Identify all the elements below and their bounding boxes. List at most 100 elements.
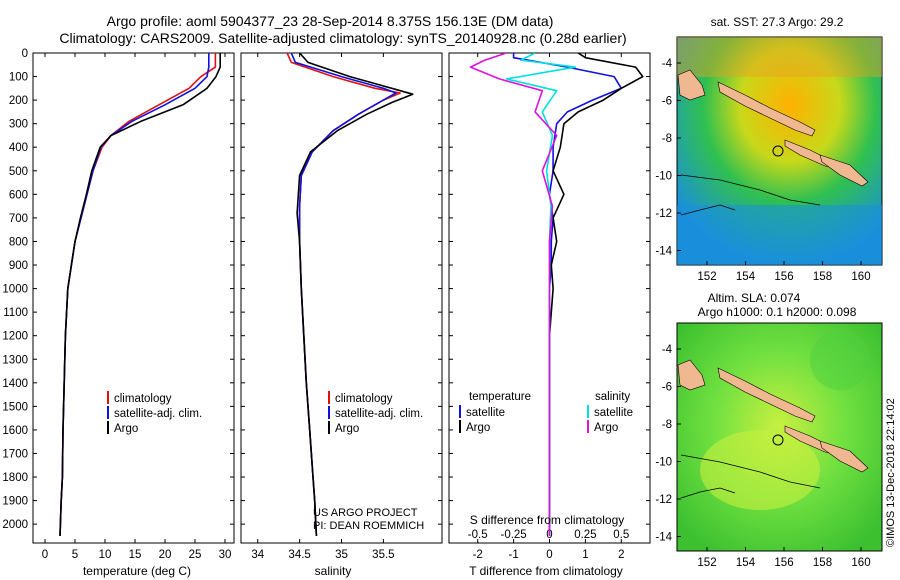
legend-satellite: satellite-adj. clim. bbox=[335, 408, 423, 420]
legend-s-argo-swatch bbox=[587, 420, 589, 433]
sst-land-island bbox=[819, 154, 869, 187]
x-tick-label: 35.5 bbox=[372, 549, 394, 561]
x-tick-label: 30 bbox=[219, 549, 232, 561]
legend-climatology: climatology bbox=[335, 393, 393, 405]
series-line-salinity-satellite bbox=[505, 53, 577, 536]
lon-tick-label: 154 bbox=[736, 557, 756, 569]
sst-cool-band bbox=[677, 205, 882, 265]
sst-argo-location-marker bbox=[772, 145, 784, 157]
salinity-axis-label: salinity bbox=[315, 564, 352, 578]
depth-tick-label: 1300 bbox=[2, 354, 28, 366]
difference-legend: temperature satellite Argo salinity sate… bbox=[459, 391, 633, 434]
lon-tick-label: 160 bbox=[851, 557, 870, 569]
lat-tick-label: -12 bbox=[655, 494, 672, 506]
depth-tick-label: 1700 bbox=[2, 448, 28, 460]
lat-tick-label: -8 bbox=[662, 419, 672, 431]
sla-argo-location-marker bbox=[772, 434, 784, 446]
series-line-climatology bbox=[59, 53, 217, 536]
figure-title-line2: Climatology: CARS2009. Satellite-adjuste… bbox=[59, 30, 626, 46]
depth-tick-label: 1500 bbox=[2, 401, 28, 413]
depth-axis: 0 100 200 300 400 500 600 700 800 900 1000 1100 1200… bbox=[2, 48, 650, 531]
depth-tick-label: 500 bbox=[9, 166, 28, 178]
depth-tick-label: 800 bbox=[9, 236, 28, 248]
series-line-climatology bbox=[286, 53, 401, 536]
figure-title-line1: Argo profile: aoml 5904377_23 28-Sep-201… bbox=[107, 13, 554, 29]
project-credit-line1: US ARGO PROJECT bbox=[313, 507, 418, 519]
depth-tick-label: 1100 bbox=[3, 307, 28, 319]
x-tick-label: 20 bbox=[159, 549, 172, 561]
legend-satellite-swatch bbox=[107, 406, 109, 419]
legend-t-argo: Argo bbox=[466, 422, 490, 434]
temperature-legend: climatology satellite-adj. clim. Argo bbox=[107, 391, 202, 435]
lon-tick-label: 160 bbox=[851, 271, 870, 283]
depth-tick-label: 600 bbox=[9, 189, 28, 201]
depth-tick-label: 400 bbox=[9, 142, 28, 154]
sla-land-island bbox=[677, 359, 706, 391]
series-line-temperature-satellite bbox=[512, 53, 623, 536]
depth-tick-label: 1200 bbox=[2, 331, 28, 343]
sla-map-title-line1: Altim. SLA: 0.074 bbox=[708, 291, 801, 305]
lat-tick-label: -14 bbox=[655, 246, 672, 258]
s-diff-tick-label: -0.5 bbox=[468, 529, 488, 541]
lat-tick-label: -8 bbox=[662, 133, 672, 145]
lat-tick-label: -12 bbox=[655, 208, 672, 220]
salinity-panel bbox=[240, 52, 443, 544]
lon-tick-label: 158 bbox=[813, 557, 832, 569]
sst-map-axes: 152 154 156 158 160 -4 -6 -8 -10 -12 -14 bbox=[655, 58, 870, 283]
sla-land-island bbox=[717, 367, 816, 423]
series-line-satellite-adj-clim- bbox=[59, 53, 210, 536]
legend-t-argo-swatch bbox=[459, 420, 461, 433]
depth-tick-label: 200 bbox=[9, 95, 28, 107]
sst-land-island bbox=[677, 69, 706, 101]
series-line-argo bbox=[296, 53, 414, 536]
legend-climatology: climatology bbox=[114, 393, 172, 405]
legend-climatology-swatch bbox=[328, 391, 330, 404]
imos-stamp: ©IMOS 13-Dec-2018 22:14:02 bbox=[885, 398, 897, 547]
sst-reef-contour bbox=[680, 204, 736, 216]
depth-tick-label: 700 bbox=[9, 213, 28, 225]
lat-tick-label: -10 bbox=[655, 171, 672, 183]
s-diff-tick-label: 0.25 bbox=[574, 529, 596, 541]
x-tick-label: 34.5 bbox=[288, 549, 310, 561]
t-difference-axis-label: T difference from climatology bbox=[469, 564, 623, 578]
sla-map bbox=[676, 322, 883, 552]
sla-land-island bbox=[819, 440, 869, 473]
legend-satellite: satellite-adj. clim. bbox=[114, 408, 202, 420]
salinity-plot: 34 34.5 35 35.5 bbox=[251, 53, 414, 561]
sla-map-title-line2: Argo h1000: 0.1 h2000: 0.098 bbox=[698, 305, 857, 319]
lat-tick-label: -4 bbox=[662, 344, 673, 356]
depth-tick-label: 100 bbox=[9, 72, 28, 84]
salinity-legend: climatology satellite-adj. clim. Argo bbox=[328, 391, 423, 435]
lon-tick-label: 152 bbox=[697, 271, 716, 283]
temperature-plot: 0 5 10 15 20 25 30 bbox=[42, 53, 232, 561]
legend-satellite-swatch bbox=[328, 406, 330, 419]
x-tick-label: 35 bbox=[335, 549, 348, 561]
lon-tick-label: 158 bbox=[813, 271, 832, 283]
legend-t-satellite: satellite bbox=[466, 407, 505, 419]
sst-land-island bbox=[717, 81, 816, 137]
x-tick-label: -2 bbox=[473, 549, 483, 561]
lat-tick-label: -14 bbox=[655, 532, 672, 544]
sst-reef-contour bbox=[680, 174, 821, 206]
legend-s-satellite: satellite bbox=[594, 407, 633, 419]
temperature-axis-label: temperature (deg C) bbox=[83, 564, 191, 578]
series-line-temperature-argo bbox=[548, 53, 644, 536]
lon-tick-label: 152 bbox=[697, 557, 716, 569]
legend-argo: Argo bbox=[114, 423, 138, 435]
depth-tick-label: 300 bbox=[9, 119, 28, 131]
depth-tick-label: 1900 bbox=[2, 496, 28, 508]
sla-reef-contour bbox=[680, 454, 821, 489]
sst-map bbox=[676, 36, 883, 266]
x-tick-label: 34 bbox=[251, 549, 264, 561]
legend-salinity-heading: salinity bbox=[595, 391, 630, 403]
x-tick-label: 10 bbox=[99, 549, 112, 561]
depth-tick-label: 2000 bbox=[2, 519, 28, 531]
legend-t-satellite-swatch bbox=[459, 405, 461, 418]
sla-map-axes: 152 154 156 158 160 -4 -6 -8 -10 -12 -14 bbox=[655, 344, 870, 569]
x-tick-label: 0 bbox=[546, 549, 552, 561]
depth-tick-label: 1600 bbox=[2, 425, 28, 437]
x-tick-label: -1 bbox=[508, 549, 518, 561]
legend-argo: Argo bbox=[335, 423, 359, 435]
x-tick-label: 1 bbox=[582, 549, 588, 561]
